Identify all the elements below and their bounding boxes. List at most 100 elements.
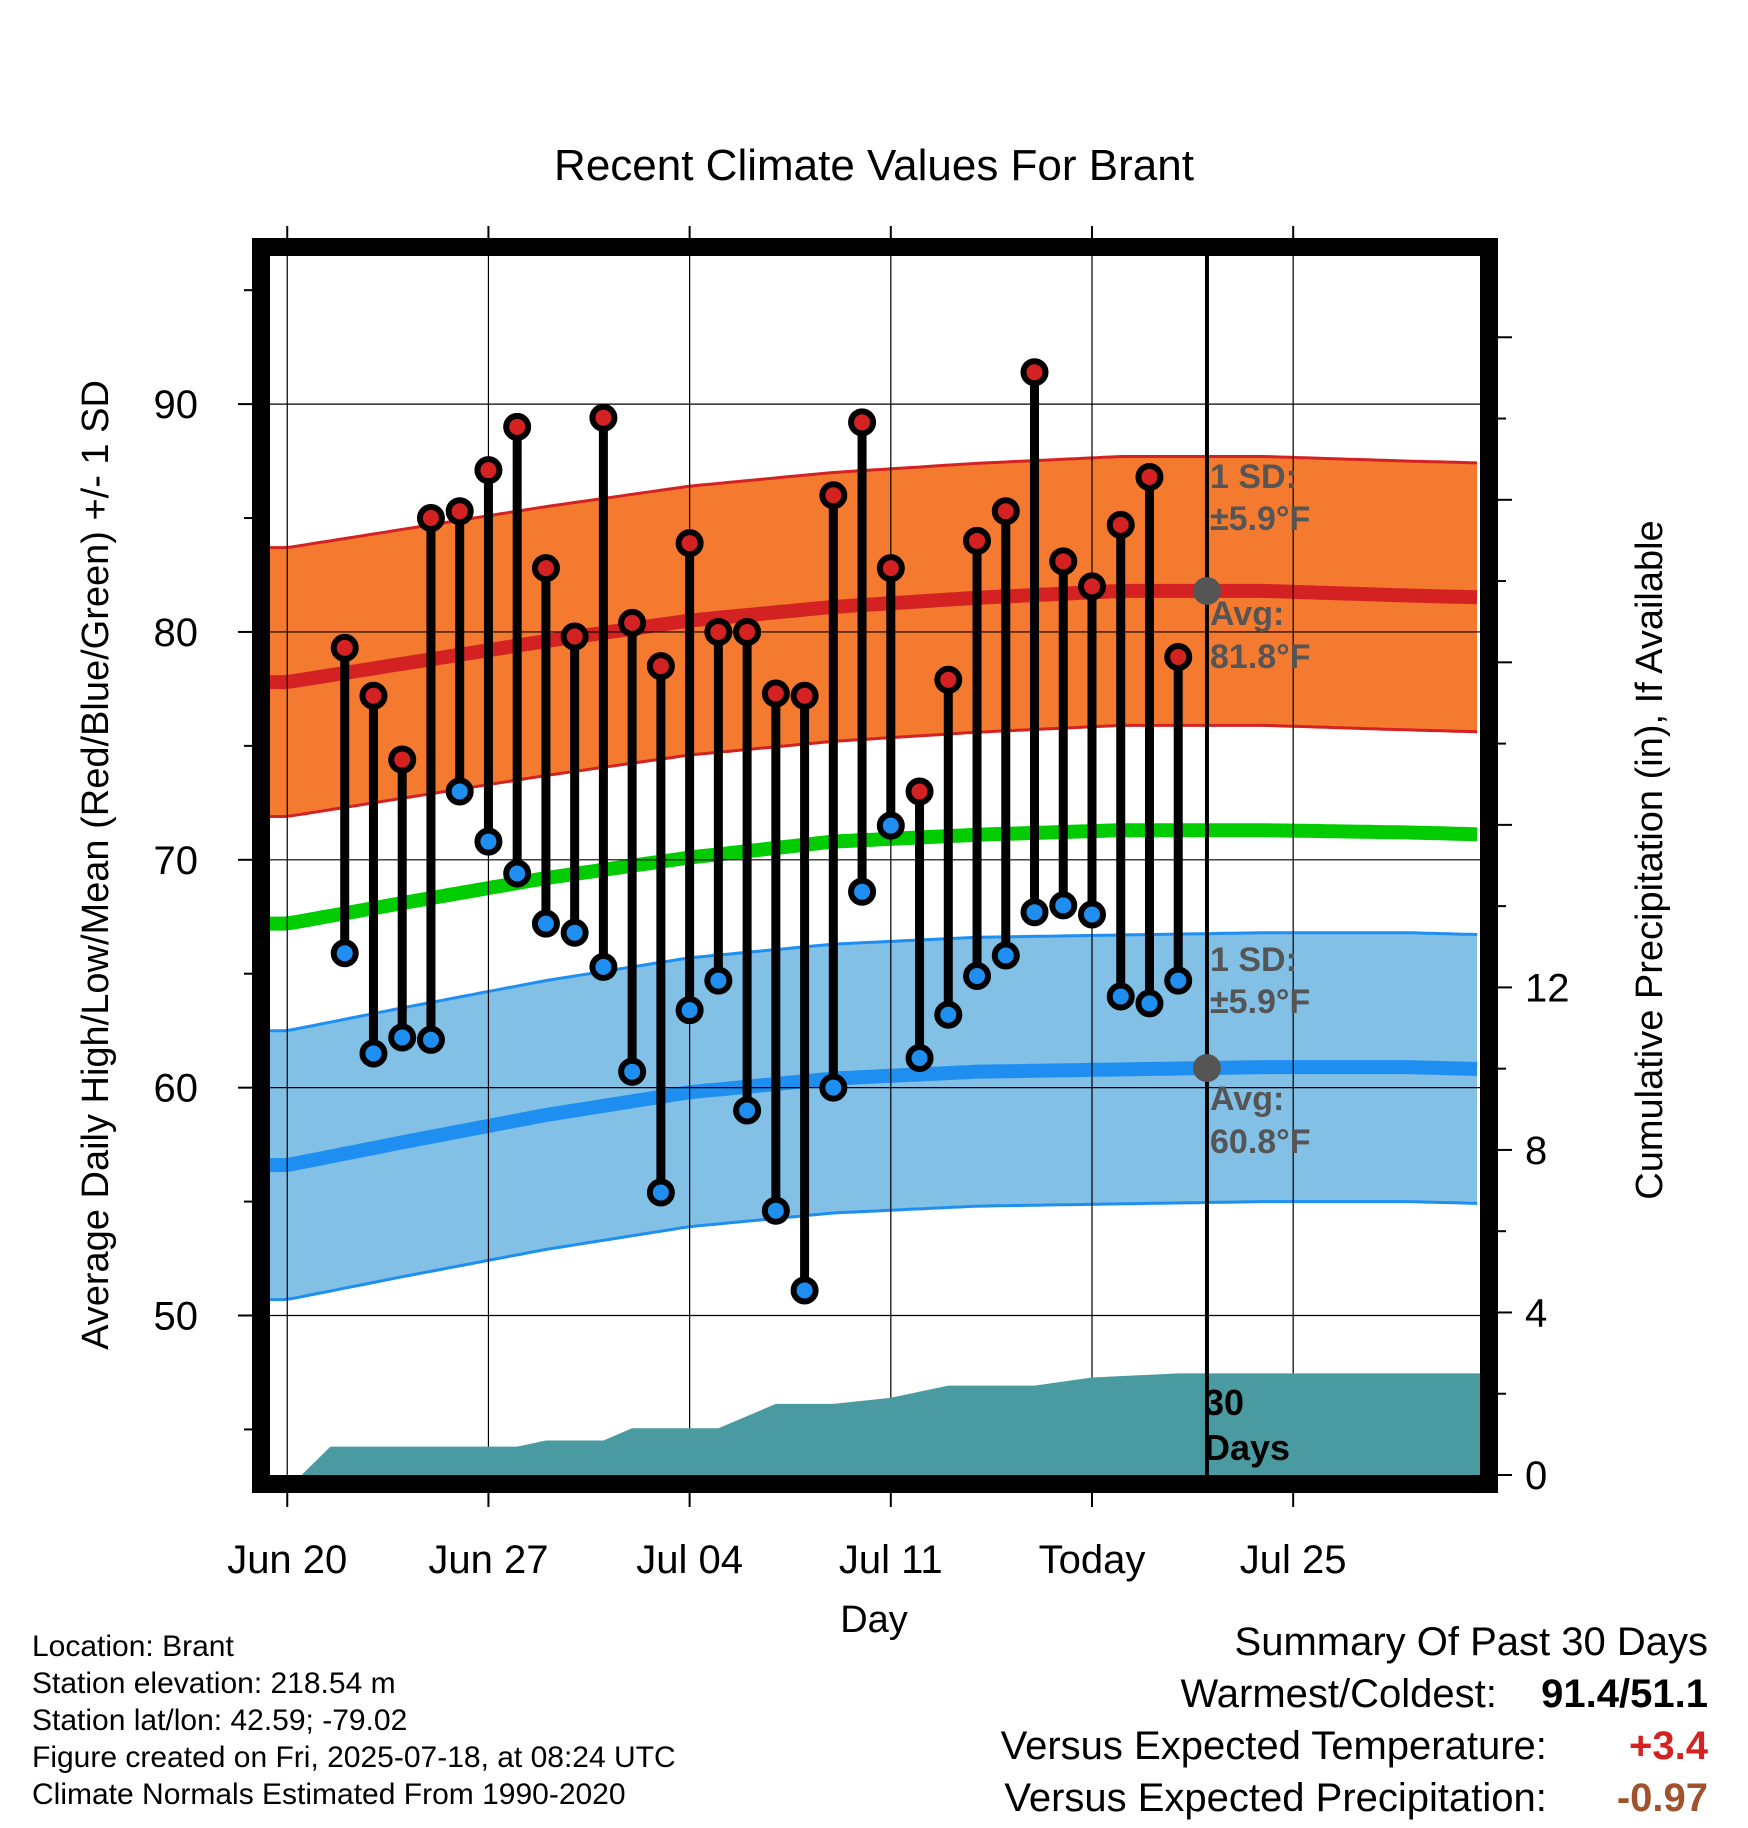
daily-high-dot [790, 681, 819, 710]
daily-high-dot [589, 403, 618, 432]
daily-high-dot [934, 665, 963, 694]
summary-temp-row: Versus Expected Temperature: +3.4 [1001, 1724, 1708, 1769]
daily-high-dot [1135, 463, 1164, 492]
plot-area [270, 256, 1480, 1475]
daily-low-dot [934, 1000, 963, 1029]
high-sd-value: ±5.9°F [1210, 500, 1310, 538]
days-word: Days [1204, 1427, 1290, 1468]
daily-low-dot [1135, 989, 1164, 1018]
y2-tick-label: 8 [1525, 1129, 1547, 1173]
daily-low-dot [330, 939, 359, 968]
created-text: Figure created on Fri, 2025-07-18, at 08… [32, 1741, 676, 1774]
daily-low-dot [503, 859, 532, 888]
precip-value: -0.97 [1616, 1776, 1708, 1820]
x-tick-label: Jul 04 [636, 1538, 743, 1582]
warm-cold-value: 91.4/51.1 [1541, 1672, 1708, 1716]
x-tick-label: Jul 25 [1240, 1538, 1347, 1582]
daily-low-dot [1049, 891, 1078, 920]
daily-high-dot [733, 617, 762, 646]
high-avg-label: Avg: [1210, 595, 1284, 633]
daily-high-dot [560, 622, 589, 651]
daily-low-dot [963, 962, 992, 991]
low-avg-label: Avg: [1210, 1080, 1284, 1118]
y2-tick-label: 12 [1525, 966, 1570, 1010]
y-tick-label: 50 [154, 1295, 199, 1339]
days-number: 30 [1204, 1382, 1244, 1423]
daily-high-dot [474, 456, 503, 485]
precip-cumulative-area [301, 1373, 1481, 1475]
daily-high-dot [503, 412, 532, 441]
normal-mean-line [270, 823, 1478, 931]
daily-high-dot [761, 679, 790, 708]
high-avg-value: 81.8°F [1210, 638, 1311, 676]
temp-value: +3.4 [1629, 1724, 1708, 1768]
low-sd-lower-edge [270, 1200, 1478, 1302]
y2-axis-title: Cumulative Precipitation (in), If Availa… [1629, 520, 1671, 1199]
daily-high-dot [848, 408, 877, 437]
low-sd-upper-edge [270, 931, 1478, 1033]
y2-tick-label: 4 [1525, 1291, 1547, 1335]
daily-high-dot [819, 481, 848, 510]
left-axis-ticks: 50 60 70 80 90 [154, 289, 252, 1431]
precip-label: Versus Expected Precipitation: [1004, 1776, 1547, 1820]
daily-low-dot [876, 811, 905, 840]
daily-low-dot [848, 877, 877, 906]
daily-low-dot [991, 941, 1020, 970]
daily-low-dot [646, 1178, 675, 1207]
warm-cold-label: Warmest/Coldest: [1180, 1672, 1497, 1716]
summary-title: Summary Of Past 30 Days [1234, 1620, 1708, 1664]
daily-low-dot [675, 996, 704, 1025]
daily-low-dot [761, 1196, 790, 1225]
y-tick-label: 90 [154, 383, 199, 427]
daily-low-dot [359, 1039, 388, 1068]
high-sd-label: 1 SD: [1210, 458, 1297, 496]
precip-area [301, 1373, 1481, 1475]
station-info: Location: Brant Station elevation: 218.5… [32, 1628, 676, 1813]
x-axis-title: Day [840, 1599, 908, 1641]
daily-low-dot [1020, 898, 1049, 927]
daily-high-dot [330, 633, 359, 662]
daily-low-dot [445, 777, 474, 806]
daily-low-dot [905, 1044, 934, 1073]
summary-warm-cold-row: Warmest/Coldest: 91.4/51.1 [1181, 1672, 1709, 1717]
daily-high-dot [1020, 358, 1049, 387]
daily-high-dot [646, 652, 675, 681]
normal-low-line [270, 1060, 1478, 1173]
daily-high-dot [416, 504, 445, 533]
daily-low-dot [819, 1073, 848, 1102]
low-sd-band [270, 932, 1478, 1300]
daily-low-dot [416, 1025, 445, 1054]
latlon-text: Station lat/lon: 42.59; -79.02 [32, 1704, 408, 1737]
daily-low-dot [733, 1096, 762, 1125]
daily-high-dot [1164, 643, 1193, 672]
daily-low-dot [531, 909, 560, 938]
daily-low-dot [1106, 982, 1135, 1011]
daily-high-dot [675, 529, 704, 558]
x-tick-label: Jul 11 [839, 1538, 943, 1582]
plot-background [270, 256, 1480, 1475]
daily-high-dot [445, 497, 474, 526]
daily-range-bars [340, 372, 1183, 1291]
temp-label: Versus Expected Temperature: [1000, 1724, 1547, 1768]
grid-lines [270, 256, 1480, 1475]
daily-low-dot [1164, 966, 1193, 995]
daily-high-dot [1106, 510, 1135, 539]
elevation-text: Station elevation: 218.54 m [32, 1667, 396, 1700]
y-tick-label: 80 [154, 611, 199, 655]
daily-high-dot [531, 554, 560, 583]
y2-tick-label: 0 [1525, 1454, 1547, 1498]
today-high-avg-marker [1192, 576, 1221, 605]
normal-high-line [270, 583, 1478, 690]
y-tick-label: 60 [154, 1067, 199, 1111]
daily-low-dot [474, 827, 503, 856]
daily-high-dot [388, 745, 417, 774]
x-tick-label: Jun 27 [428, 1538, 548, 1582]
daily-dots [330, 358, 1193, 1305]
daily-low-dot [589, 952, 618, 981]
daily-high-dot [905, 777, 934, 806]
plot-frame [252, 238, 1498, 1493]
daily-high-dot [876, 554, 905, 583]
location-text: Location: Brant [32, 1630, 234, 1663]
y-axis-title: Average Daily High/Low/Mean (Red/Blue/Gr… [75, 380, 117, 1350]
